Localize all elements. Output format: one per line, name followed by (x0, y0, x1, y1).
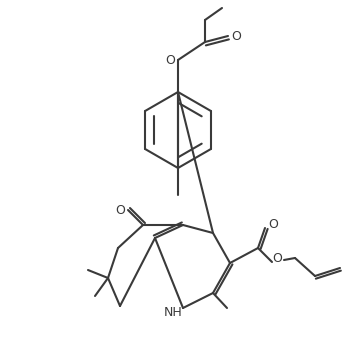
Text: O: O (268, 218, 278, 231)
Text: O: O (231, 29, 241, 43)
Text: O: O (115, 203, 125, 217)
Text: O: O (165, 54, 175, 66)
Text: NH: NH (164, 306, 182, 320)
Text: O: O (272, 252, 282, 266)
